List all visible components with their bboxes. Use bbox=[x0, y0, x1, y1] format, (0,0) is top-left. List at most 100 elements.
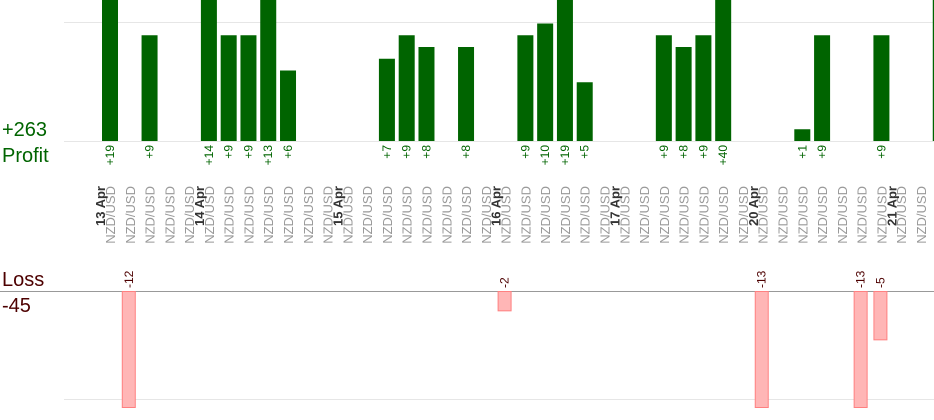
profit-bar bbox=[695, 35, 712, 141]
pair-tick-label: NZD/USD bbox=[103, 186, 118, 244]
pair-tick-label: NZD/USD bbox=[756, 186, 771, 244]
profit-data-label: +6 bbox=[281, 145, 295, 159]
profit-bar bbox=[675, 47, 692, 141]
profit-bar bbox=[378, 58, 395, 141]
pair-tick-label: NZD/USD bbox=[558, 186, 573, 244]
pair-tick-label: NZD/USD bbox=[182, 186, 197, 244]
pair-tick-label: NZD/USD bbox=[360, 186, 375, 244]
pair-tick-label: NZD/USD bbox=[459, 186, 474, 244]
profit-bar bbox=[576, 82, 593, 141]
pair-tick-label: NZD/USD bbox=[281, 186, 296, 244]
profit-data-label: +9 bbox=[874, 145, 888, 159]
pair-tick-label: NZD/USD bbox=[677, 186, 692, 244]
pair-tick-label: NZD/USD bbox=[578, 186, 593, 244]
pair-tick-label: NZD/USD bbox=[261, 186, 276, 244]
profit-bar bbox=[200, 0, 217, 141]
profit-bar bbox=[240, 35, 257, 141]
pair-tick-label: NZD/USD bbox=[538, 186, 553, 244]
date-group-label: 14 Apr bbox=[192, 186, 207, 226]
profit-data-label: +5 bbox=[578, 145, 592, 159]
pair-tick-label: NZD/USD bbox=[776, 186, 791, 244]
profit-data-label: +8 bbox=[677, 145, 691, 159]
pair-tick-label: NZD/USD bbox=[815, 186, 830, 244]
loss-data-label: -13 bbox=[854, 270, 868, 288]
loss-bar bbox=[853, 291, 868, 408]
loss-data-label: -13 bbox=[755, 270, 769, 288]
pair-tick-label: NZD/USD bbox=[241, 186, 256, 244]
profit-data-label: +9 bbox=[815, 145, 829, 159]
profit-total: +263 bbox=[2, 119, 48, 141]
pair-tick-label: NZD/USD bbox=[795, 186, 810, 244]
profit-bars: +19 +9 +14 +9 +9 +13 +6 +7 +9 +8 +8 +9 +10 +19 +5 +9 +8 +… bbox=[102, 0, 934, 165]
pair-tick-label: NZD/USD bbox=[518, 186, 533, 244]
profit-bar bbox=[220, 35, 237, 141]
pair-tick-label: NZD/USD bbox=[835, 186, 850, 244]
profit-bar bbox=[715, 0, 732, 141]
loss-bar bbox=[873, 291, 888, 341]
loss-bar bbox=[754, 291, 769, 408]
profit-bar bbox=[537, 23, 554, 141]
profit-bar bbox=[280, 70, 297, 141]
pair-tick-label: NZD/USD bbox=[716, 186, 731, 244]
pair-tick-label: NZD/USD bbox=[736, 186, 751, 244]
pair-tick-label: NZD/USD bbox=[301, 186, 316, 244]
profit-bar bbox=[873, 35, 890, 141]
profit-data-label: +9 bbox=[143, 145, 157, 159]
profit-bar bbox=[655, 35, 672, 141]
profit-bar bbox=[141, 35, 158, 141]
pair-tick-label: NZD/USD bbox=[855, 186, 870, 244]
pair-tick-label: NZD/USD bbox=[340, 186, 355, 244]
profit-bar bbox=[418, 47, 435, 141]
profit-data-label: +9 bbox=[696, 145, 710, 159]
profit-label: Profit bbox=[2, 145, 49, 167]
pair-tick-label: NZD/USD bbox=[696, 186, 711, 244]
pair-tick-label: NZD/USD bbox=[914, 186, 929, 244]
pair-tick-label: NZD/USD bbox=[874, 186, 889, 244]
gridlines bbox=[0, 22, 934, 400]
profit-bar bbox=[260, 0, 277, 141]
profit-data-label: +9 bbox=[241, 145, 255, 159]
date-group-label: 15 Apr bbox=[330, 186, 345, 226]
loss-bar bbox=[121, 291, 136, 408]
profit-bar bbox=[102, 0, 118, 141]
pair-tick-label: NZD/USD bbox=[419, 186, 434, 244]
loss-data-label: -5 bbox=[873, 277, 887, 288]
pair-tick-label: NZD/USD bbox=[143, 186, 158, 244]
loss-data-label: -2 bbox=[498, 277, 512, 288]
loss-total: -45 bbox=[2, 295, 31, 317]
pair-tick-label: NZD/USD bbox=[400, 186, 415, 244]
pair-tick-label: NZD/USD bbox=[657, 186, 672, 244]
profit-data-label: +40 bbox=[716, 145, 730, 166]
profit-bar bbox=[814, 35, 831, 141]
profit-data-label: +7 bbox=[380, 145, 394, 159]
pair-tick-label: NZD/USD bbox=[222, 186, 237, 244]
profit-data-label: +9 bbox=[222, 145, 236, 159]
profit-bar bbox=[517, 35, 534, 141]
profit-data-label: +13 bbox=[261, 145, 275, 166]
profit-data-label: +10 bbox=[538, 145, 552, 166]
date-group-label: 13 Apr bbox=[93, 186, 108, 226]
pair-tick-label: NZD/USD bbox=[617, 186, 632, 244]
profit-bar bbox=[398, 35, 415, 141]
profit-data-label: +9 bbox=[657, 145, 671, 159]
date-group-label: 21 Apr bbox=[884, 186, 899, 226]
date-group-label: 16 Apr bbox=[489, 186, 504, 226]
profit-bar bbox=[458, 47, 475, 141]
pair-tick-label: NZD/USD bbox=[380, 186, 395, 244]
profit-data-label: +9 bbox=[400, 145, 414, 159]
profit-bar bbox=[794, 129, 811, 141]
pair-tick-label: NZD/USD bbox=[202, 186, 217, 244]
pair-tick-label: NZD/USD bbox=[162, 186, 177, 244]
loss-label: Loss bbox=[2, 269, 45, 291]
loss-bars: -12 -2 -13 -13 -5 bbox=[121, 270, 888, 408]
pair-tick-label: NZD/USD bbox=[637, 186, 652, 244]
loss-bar bbox=[497, 291, 512, 312]
profit-data-label: +9 bbox=[518, 145, 532, 159]
pair-tick-label: NZD/USD bbox=[123, 186, 138, 244]
date-group-label: 20 Apr bbox=[746, 186, 761, 226]
pair-tick-label: NZD/USD bbox=[439, 186, 454, 244]
profit-data-label: +14 bbox=[202, 145, 216, 166]
pair-tick-label: NZD/USD bbox=[499, 186, 514, 244]
profit-data-label: +19 bbox=[103, 145, 117, 166]
